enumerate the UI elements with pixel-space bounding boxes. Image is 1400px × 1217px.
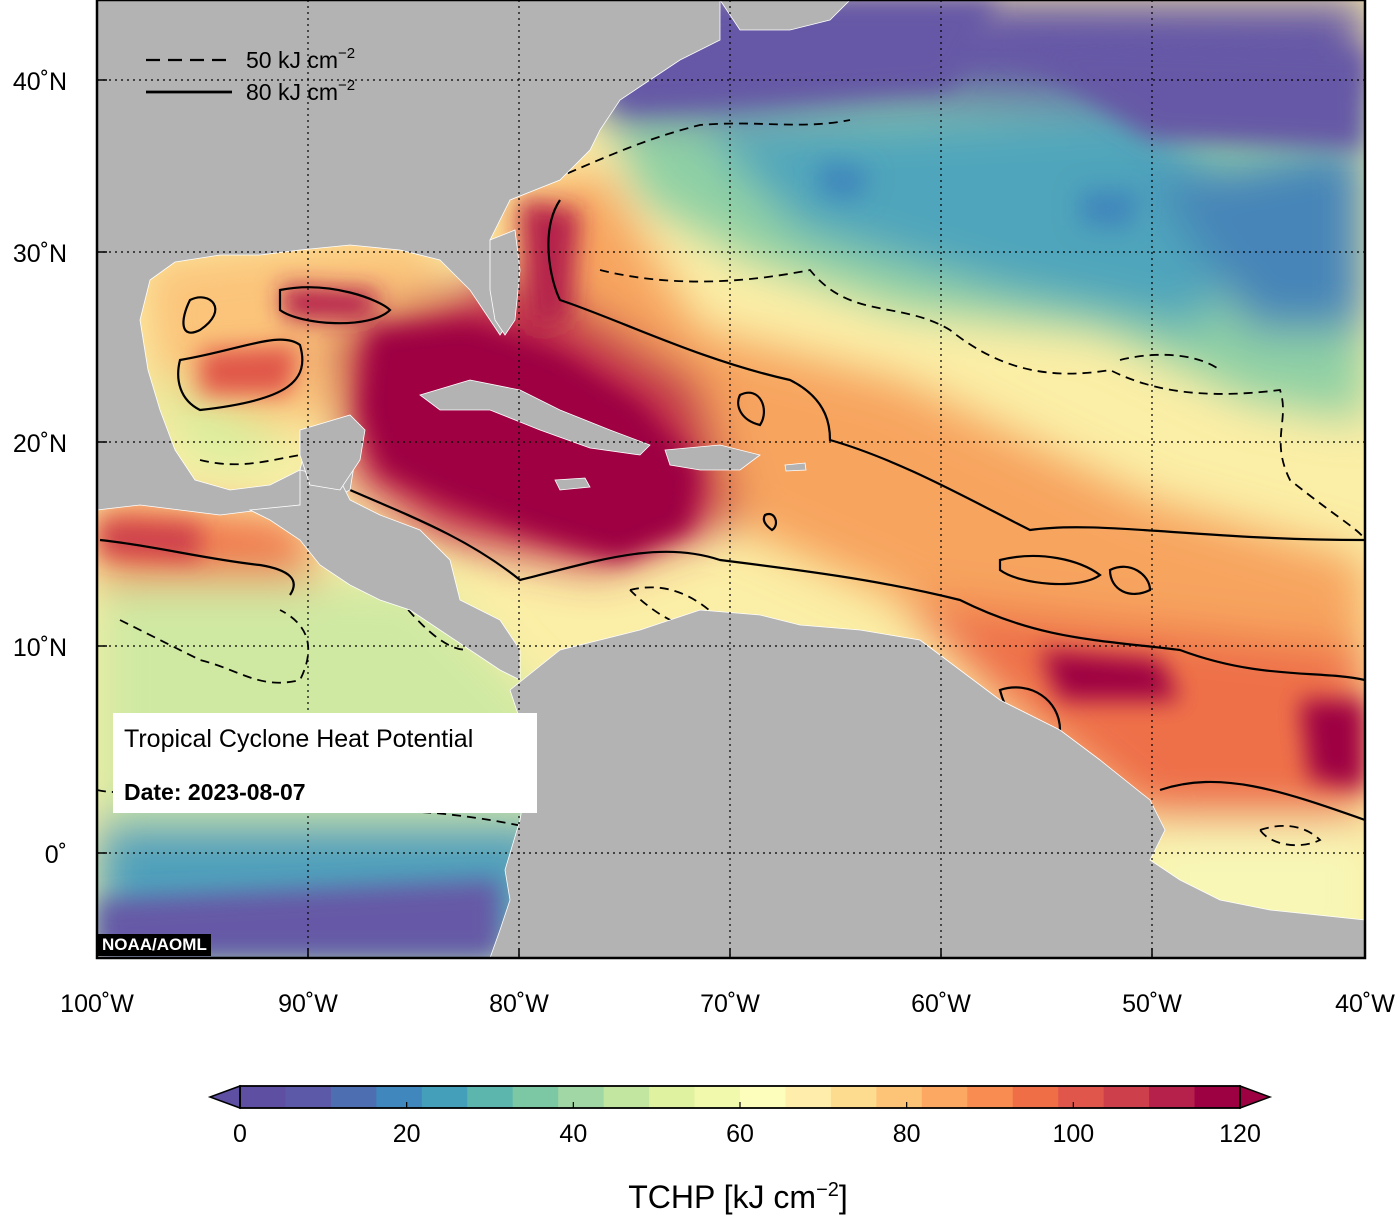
title-box: Tropical Cyclone Heat Potential Date: 20…	[113, 713, 537, 813]
contour-legend: 50 kJ cm−2 80 kJ cm−2	[146, 45, 355, 105]
colorbar-segment	[967, 1086, 1014, 1108]
colorbar: 0 20 40 60 80 100 120	[207, 1084, 1273, 1148]
colorbar-segment	[876, 1086, 923, 1108]
colorbar-segment	[330, 1086, 377, 1108]
colorbar-segment	[1194, 1086, 1241, 1108]
colorbar-segment	[421, 1086, 468, 1108]
colorbar-tick-label: 100	[1052, 1120, 1094, 1148]
lat-label-40n: 40˚N	[13, 68, 67, 96]
credit-badge: NOAA/AOML	[98, 934, 211, 956]
date-label: Date: 2023-08-07	[124, 779, 306, 805]
map-frame	[95, 0, 1367, 960]
lat-label-30n: 30˚N	[13, 240, 67, 268]
lon-label-50w: 50˚W	[1122, 990, 1182, 1018]
colorbar-segment	[740, 1086, 786, 1108]
colorbar-tick-label: 120	[1219, 1120, 1261, 1148]
colorbar-tick-label: 60	[726, 1120, 754, 1148]
colorbar-segment	[603, 1086, 650, 1108]
colorbar-tick-label: 20	[393, 1120, 421, 1148]
colorbar-segment	[376, 1086, 423, 1108]
colorbar-segment	[785, 1086, 832, 1108]
axis-ticks	[96, 79, 1153, 958]
lon-label-90w: 90˚W	[278, 990, 338, 1018]
colorbar-tick-label: 40	[559, 1120, 587, 1148]
colorbar-segment	[558, 1086, 605, 1108]
colorbar-segment	[512, 1086, 559, 1108]
map-title: Tropical Cyclone Heat Potential	[124, 725, 474, 753]
lon-label-70w: 70˚W	[700, 990, 760, 1018]
colorbar-segment	[694, 1086, 741, 1108]
colorbar-min-arrow	[207, 1084, 241, 1110]
map-panel	[97, 0, 1365, 958]
colorbar-segment	[1058, 1086, 1105, 1108]
legend-solid-label: 80 kJ cm−2	[246, 77, 355, 105]
lon-label-100w: 100˚W	[60, 990, 134, 1018]
colorbar-segment	[240, 1086, 286, 1108]
land	[97, 0, 1365, 958]
colorbar-title: TCHP [kJ cm−2]	[628, 1179, 848, 1215]
colorbar-segment	[1149, 1086, 1196, 1108]
colorbar-segment	[467, 1086, 514, 1108]
colorbar-segment	[1103, 1086, 1150, 1108]
lon-label-40w: 40˚W	[1335, 990, 1395, 1018]
lon-label-60w: 60˚W	[911, 990, 971, 1018]
colorbar-tick-label: 0	[233, 1120, 247, 1148]
colorbar-segment	[830, 1086, 877, 1108]
colorbar-segment	[921, 1086, 968, 1108]
colorbar-segment	[649, 1086, 696, 1108]
lat-label-0: 0˚	[45, 841, 67, 869]
colorbar-segment	[285, 1086, 332, 1108]
legend-dashed-label: 50 kJ cm−2	[246, 45, 355, 73]
lat-label-10n: 10˚N	[13, 634, 67, 662]
colorbar-segment	[1012, 1086, 1059, 1108]
colorbar-tick-label: 80	[893, 1120, 921, 1148]
lon-label-80w: 80˚W	[489, 990, 549, 1018]
colorbar-max-arrow	[1239, 1084, 1273, 1110]
lat-label-20n: 20˚N	[13, 430, 67, 458]
